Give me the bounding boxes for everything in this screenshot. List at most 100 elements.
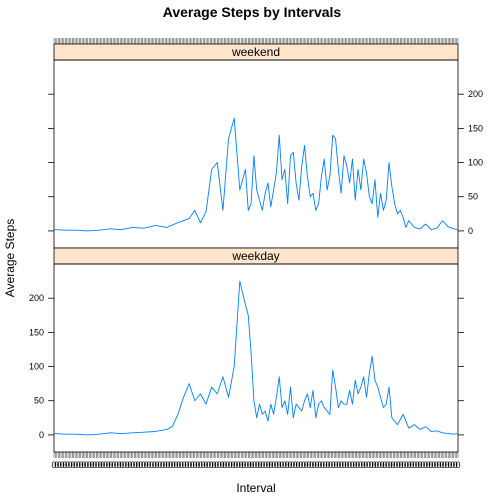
x-tick-label: 0 [317, 460, 322, 470]
x-tick-label: 0 [54, 460, 59, 470]
x-tick-label: 0 [363, 460, 368, 470]
x-tick-label: 0 [290, 460, 295, 470]
x-tick-label: 0 [138, 460, 143, 470]
x-tick-label: 0 [355, 460, 360, 470]
x-tick-label: 0 [431, 460, 436, 470]
x-tick-label: 0 [117, 460, 122, 470]
x-tick-label: 0 [62, 460, 67, 470]
x-tick-label: 0 [445, 460, 450, 470]
series-line-weekday [53, 280, 459, 436]
strip-label-weekend: weekend [231, 45, 280, 59]
x-tick-label: 0 [155, 460, 160, 470]
x-tick-label: 0 [233, 460, 238, 470]
x-tick-label: 0 [176, 460, 181, 470]
x-tick-label: 0 [168, 460, 173, 470]
x-tick-label: 0 [399, 460, 404, 470]
x-axis-ticks [53, 38, 459, 458]
x-tick-label: 0 [249, 460, 254, 470]
x-tick-label: 0 [437, 460, 442, 470]
x-tick-label: 0 [157, 460, 162, 470]
x-tick-label: 0 [268, 460, 273, 470]
x-tick-label: 0 [434, 460, 439, 470]
x-tick-label: 0 [455, 460, 460, 470]
x-tick-label: 0 [285, 460, 290, 470]
x-tick-label: 0 [420, 460, 425, 470]
x-tick-label: 0 [201, 460, 206, 470]
x-tick-label: 0 [239, 460, 244, 470]
x-tick-label: 0 [184, 460, 189, 470]
x-tick-label: 0 [404, 460, 409, 470]
x-tick-label: 0 [87, 460, 92, 470]
x-tick-label: 0 [236, 460, 241, 470]
x-tick-label: 0 [57, 460, 62, 470]
x-tick-label: 0 [331, 460, 336, 470]
x-tick-label: 0 [190, 460, 195, 470]
strip-label-weekday: weekday [231, 249, 279, 263]
x-tick-label: 0 [320, 460, 325, 470]
y-tick-label-weekend: 0 [468, 226, 473, 236]
x-tick-label: 0 [312, 460, 317, 470]
x-tick-label: 0 [296, 460, 301, 470]
x-tick-label: 0 [198, 460, 203, 470]
x-tick-label: 0 [287, 460, 292, 470]
x-tick-label: 0 [293, 460, 298, 470]
x-tick-label: 0 [133, 460, 138, 470]
y-tick-label-weekend: 200 [468, 89, 483, 99]
x-tick-label: 0 [447, 460, 452, 470]
x-tick-label: 0 [100, 460, 105, 470]
x-tick-label: 0 [171, 460, 176, 470]
x-tick-label: 0 [342, 460, 347, 470]
x-tick-label: 0 [203, 460, 208, 470]
x-tick-label: 0 [163, 460, 168, 470]
x-tick-label: 0 [263, 460, 268, 470]
x-tick-label: 0 [84, 460, 89, 470]
x-tick-label: 0 [209, 460, 214, 470]
x-tick-label: 0 [393, 460, 398, 470]
x-tick-label: 0 [344, 460, 349, 470]
x-tick-label: 0 [252, 460, 257, 470]
x-tick-label: 0 [136, 460, 141, 470]
x-tick-label: 0 [228, 460, 233, 470]
x-tick-label: 0 [217, 460, 222, 470]
x-tick-label: 0 [371, 460, 376, 470]
x-tick-label: 0 [366, 460, 371, 470]
x-tick-label: 0 [241, 460, 246, 470]
x-tick-label: 0 [423, 460, 428, 470]
x-tick-label: 0 [141, 460, 146, 470]
y-tick-label-weekday: 50 [34, 396, 44, 406]
x-tick-label: 0 [274, 460, 279, 470]
x-tick-label: 0 [409, 460, 414, 470]
x-tick-label: 0 [225, 460, 230, 470]
x-tick-label: 0 [195, 460, 200, 470]
x-tick-label: 0 [328, 460, 333, 470]
x-tick-label: 0 [130, 460, 135, 470]
x-tick-label: 0 [336, 460, 341, 470]
x-tick-label: 0 [415, 460, 420, 470]
x-tick-label: 0 [98, 460, 103, 470]
x-tick-label: 0 [453, 460, 458, 470]
x-tick-label: 0 [426, 460, 431, 470]
x-tick-label: 0 [127, 460, 132, 470]
x-tick-label: 0 [149, 460, 154, 470]
x-tick-label: 0 [352, 460, 357, 470]
x-tick-label: 0 [325, 460, 330, 470]
x-tick-label: 0 [298, 460, 303, 470]
x-tick-label: 0 [222, 460, 227, 470]
x-tick-label: 0 [255, 460, 260, 470]
x-tick-label: 0 [361, 460, 366, 470]
x-axis-label: Interval [236, 481, 275, 495]
x-tick-label: 0 [152, 460, 157, 470]
x-tick-label: 0 [266, 460, 271, 470]
x-tick-label: 0 [206, 460, 211, 470]
x-tick-label: 0 [174, 460, 179, 470]
x-tick-label: 0 [81, 460, 86, 470]
x-tick-label: 0 [111, 460, 116, 470]
x-tick-label: 0 [211, 460, 216, 470]
y-tick-label-weekend: 150 [468, 123, 483, 133]
x-tick-label: 0 [68, 460, 73, 470]
x-tick-label: 0 [314, 460, 319, 470]
x-tick-label: 0 [165, 460, 170, 470]
x-tick-label: 0 [192, 460, 197, 470]
x-tick-label: 0 [103, 460, 108, 470]
panels: weekend050100150200weekday05010015020000… [29, 38, 483, 470]
